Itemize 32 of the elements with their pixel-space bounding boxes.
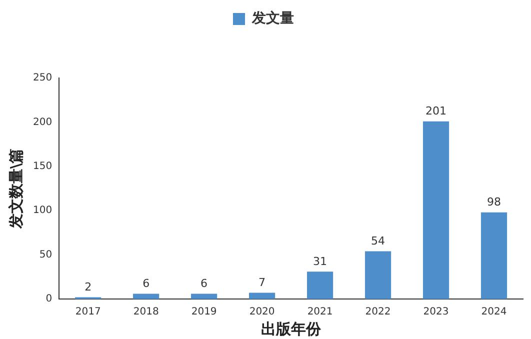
x-tick-label: 2017: [75, 306, 101, 318]
data-label: 201: [426, 104, 447, 118]
bar: [249, 292, 276, 299]
bar: [306, 272, 334, 299]
x-tick-label: 2018: [133, 306, 159, 318]
bar: [480, 212, 508, 299]
x-tick-label: 2023: [423, 306, 449, 318]
data-label: 6: [200, 277, 208, 290]
data-label: 31: [313, 254, 328, 268]
bar: [133, 294, 160, 299]
x-tick-label: 2024: [481, 306, 507, 318]
x-tick-label: 2020: [249, 306, 275, 318]
y-tick-label: 0: [46, 294, 52, 305]
data-label: 6: [142, 277, 150, 290]
x-axis-title: 出版年份: [261, 320, 322, 338]
y-tick-label: 250: [32, 72, 52, 84]
x-tick-label: 2019: [191, 306, 217, 318]
data-label: 98: [487, 196, 502, 209]
bar: [422, 121, 450, 299]
data-label: 7: [258, 276, 266, 290]
bar: [191, 294, 218, 299]
legend-label: 发文量: [251, 10, 294, 27]
x-tick-label: 2022: [365, 306, 391, 318]
y-tick-label: 50: [39, 249, 52, 260]
y-tick-label: 200: [32, 116, 52, 128]
bar: [364, 251, 392, 299]
y-tick-label: 150: [32, 160, 52, 172]
data-label: 2: [84, 280, 92, 294]
y-tick-label: 100: [32, 205, 52, 216]
data-label: 54: [371, 234, 386, 248]
x-tick-label: 2021: [307, 306, 333, 318]
y-axis-title: 发文数量\篇: [6, 148, 25, 230]
